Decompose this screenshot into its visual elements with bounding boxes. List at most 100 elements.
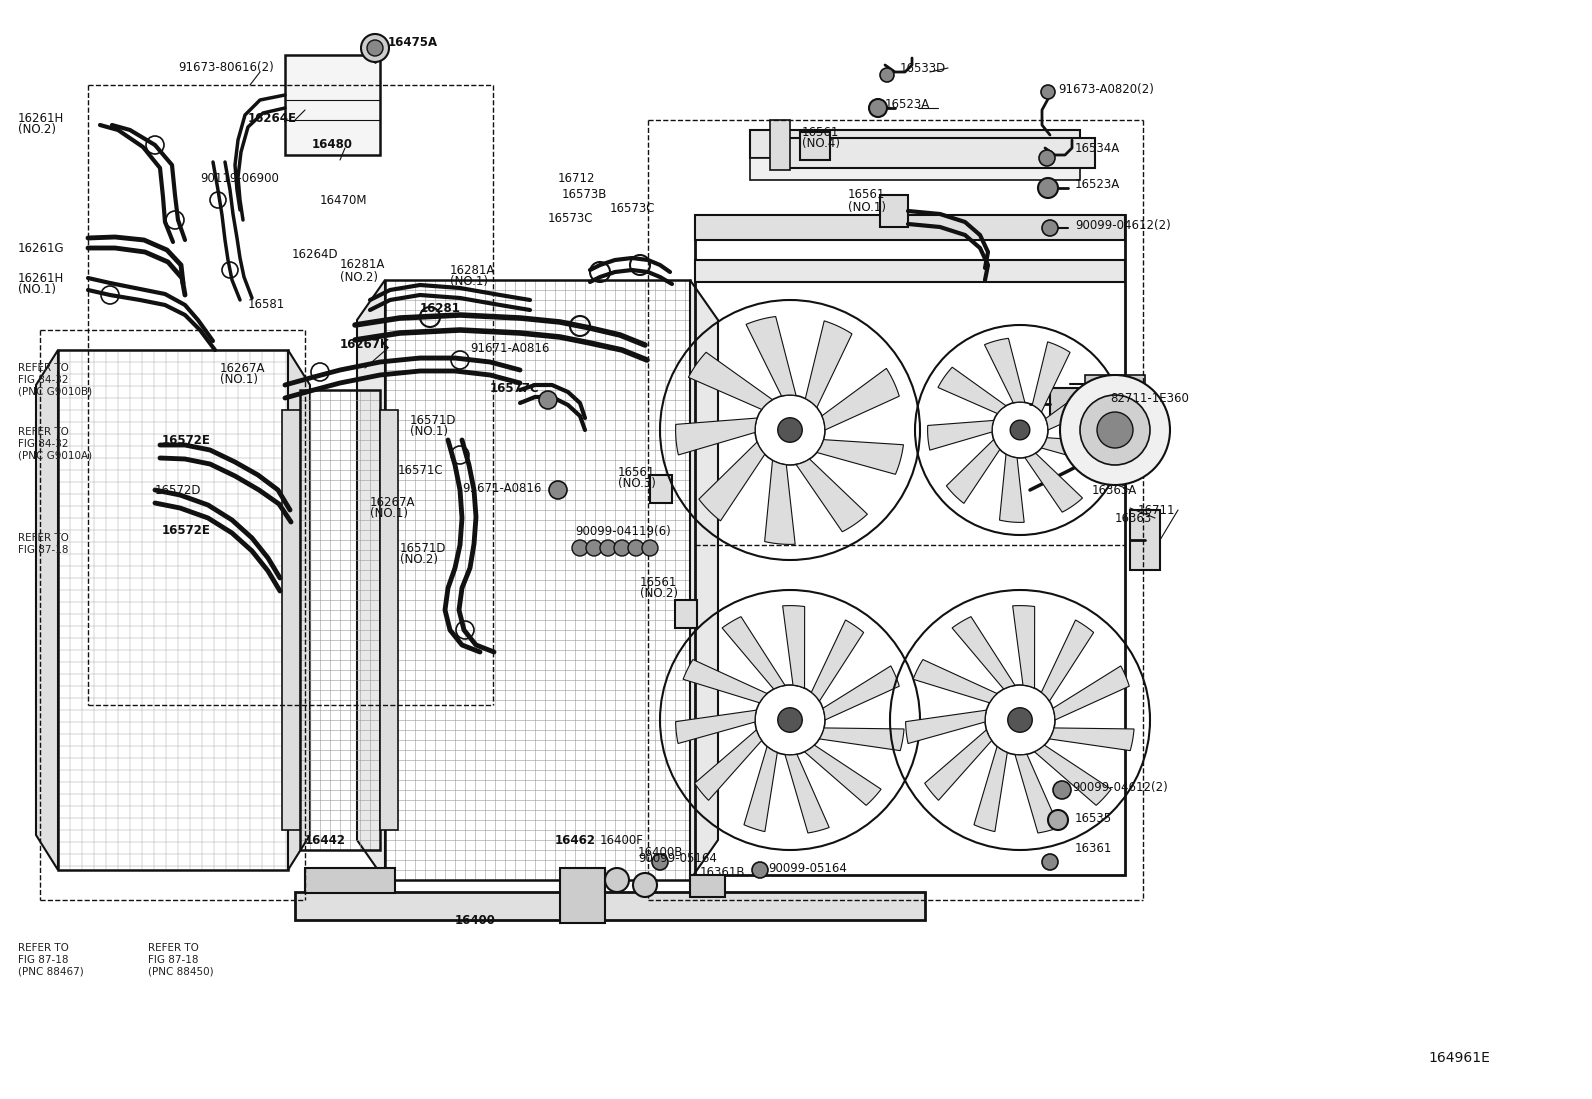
Bar (1086, 375, 1145, 393)
Circle shape (778, 708, 802, 732)
Circle shape (627, 540, 645, 556)
Polygon shape (1035, 745, 1111, 806)
Polygon shape (906, 710, 987, 744)
Polygon shape (1013, 606, 1035, 688)
Polygon shape (938, 367, 1006, 413)
Polygon shape (974, 746, 1008, 832)
Text: 16534A: 16534A (1075, 142, 1121, 155)
Text: 16533D: 16533D (899, 62, 946, 75)
Text: 16561: 16561 (802, 125, 839, 138)
Bar (295, 892, 925, 920)
Text: (NO.3): (NO.3) (618, 477, 656, 490)
Text: 16267A: 16267A (220, 362, 266, 375)
Bar (880, 195, 907, 227)
Polygon shape (1049, 728, 1134, 751)
Circle shape (634, 873, 657, 897)
Polygon shape (812, 620, 864, 701)
Text: 16264E: 16264E (248, 111, 298, 124)
Bar (801, 132, 829, 160)
Polygon shape (1032, 342, 1070, 412)
Polygon shape (1041, 620, 1094, 701)
Circle shape (1043, 854, 1059, 870)
Polygon shape (1046, 380, 1108, 430)
Text: 16267K: 16267K (341, 338, 390, 352)
Text: 16363A: 16363A (1092, 484, 1137, 497)
Circle shape (1079, 395, 1149, 465)
Text: 91671-A0816: 91671-A0816 (470, 342, 549, 355)
Polygon shape (820, 728, 904, 751)
Bar (650, 475, 672, 503)
Circle shape (1097, 412, 1134, 448)
Circle shape (1011, 420, 1030, 440)
Bar (775, 138, 1095, 168)
Text: 16561: 16561 (640, 576, 677, 588)
Text: (NO.1): (NO.1) (220, 374, 258, 387)
Text: REFER TO: REFER TO (18, 533, 68, 543)
Text: 16475A: 16475A (388, 35, 438, 48)
Text: 90099-05164: 90099-05164 (767, 862, 847, 875)
Bar (282, 410, 299, 830)
Text: (NO.2): (NO.2) (18, 123, 56, 136)
Polygon shape (928, 421, 993, 451)
Polygon shape (925, 730, 992, 800)
Polygon shape (984, 338, 1025, 403)
Text: 16261H: 16261H (18, 271, 64, 285)
Circle shape (368, 40, 384, 56)
Circle shape (605, 868, 629, 892)
Polygon shape (1041, 437, 1111, 466)
Text: 16400B: 16400B (638, 845, 683, 858)
Text: (NO.1): (NO.1) (411, 425, 447, 439)
Text: 16561: 16561 (849, 189, 885, 201)
Text: 16571D: 16571D (411, 413, 457, 426)
Polygon shape (914, 659, 997, 702)
Polygon shape (288, 349, 310, 870)
Circle shape (361, 34, 388, 62)
Circle shape (1038, 178, 1059, 198)
Text: REFER TO: REFER TO (18, 363, 68, 373)
Text: 16264D: 16264D (291, 248, 339, 262)
Text: 16577C: 16577C (490, 381, 540, 395)
Circle shape (586, 540, 602, 556)
Text: 91673-A0820(2): 91673-A0820(2) (1059, 84, 1154, 97)
Bar (750, 158, 1079, 180)
Text: 16281A: 16281A (451, 264, 495, 277)
Circle shape (615, 540, 630, 556)
Text: 91673-80616(2): 91673-80616(2) (178, 62, 274, 75)
Text: 91671-A0816: 91671-A0816 (462, 481, 541, 495)
Bar (675, 600, 697, 628)
Polygon shape (952, 617, 1016, 689)
Polygon shape (1000, 454, 1024, 522)
Bar (560, 868, 605, 923)
Circle shape (653, 854, 669, 870)
Circle shape (1052, 781, 1071, 799)
Polygon shape (699, 442, 764, 521)
Text: 16363: 16363 (1114, 511, 1153, 524)
Text: (NO.4): (NO.4) (802, 137, 841, 151)
Polygon shape (723, 617, 785, 689)
Text: 90119-06900: 90119-06900 (201, 171, 279, 185)
Bar (696, 215, 1126, 240)
Text: (NO.2): (NO.2) (341, 270, 377, 284)
Circle shape (1060, 375, 1170, 485)
Text: 16712: 16712 (559, 171, 595, 185)
Text: 16470M: 16470M (320, 193, 368, 207)
Text: 90099-04119(6): 90099-04119(6) (575, 525, 670, 539)
Text: 90099-05164: 90099-05164 (638, 852, 716, 865)
Bar (285, 55, 380, 155)
Polygon shape (764, 460, 794, 544)
Circle shape (572, 540, 587, 556)
Text: 16523A: 16523A (885, 99, 930, 111)
Polygon shape (694, 730, 761, 800)
Polygon shape (675, 418, 758, 455)
Bar (696, 215, 1126, 875)
Bar (306, 868, 395, 893)
Polygon shape (1016, 754, 1059, 833)
Polygon shape (357, 280, 385, 880)
Text: 16523A: 16523A (1075, 178, 1121, 191)
Text: 16581: 16581 (248, 299, 285, 311)
Text: 90099-04612(2): 90099-04612(2) (1071, 781, 1169, 795)
Polygon shape (796, 459, 868, 532)
Text: 16281A: 16281A (341, 258, 385, 271)
Circle shape (642, 540, 657, 556)
Bar (57, 349, 288, 870)
